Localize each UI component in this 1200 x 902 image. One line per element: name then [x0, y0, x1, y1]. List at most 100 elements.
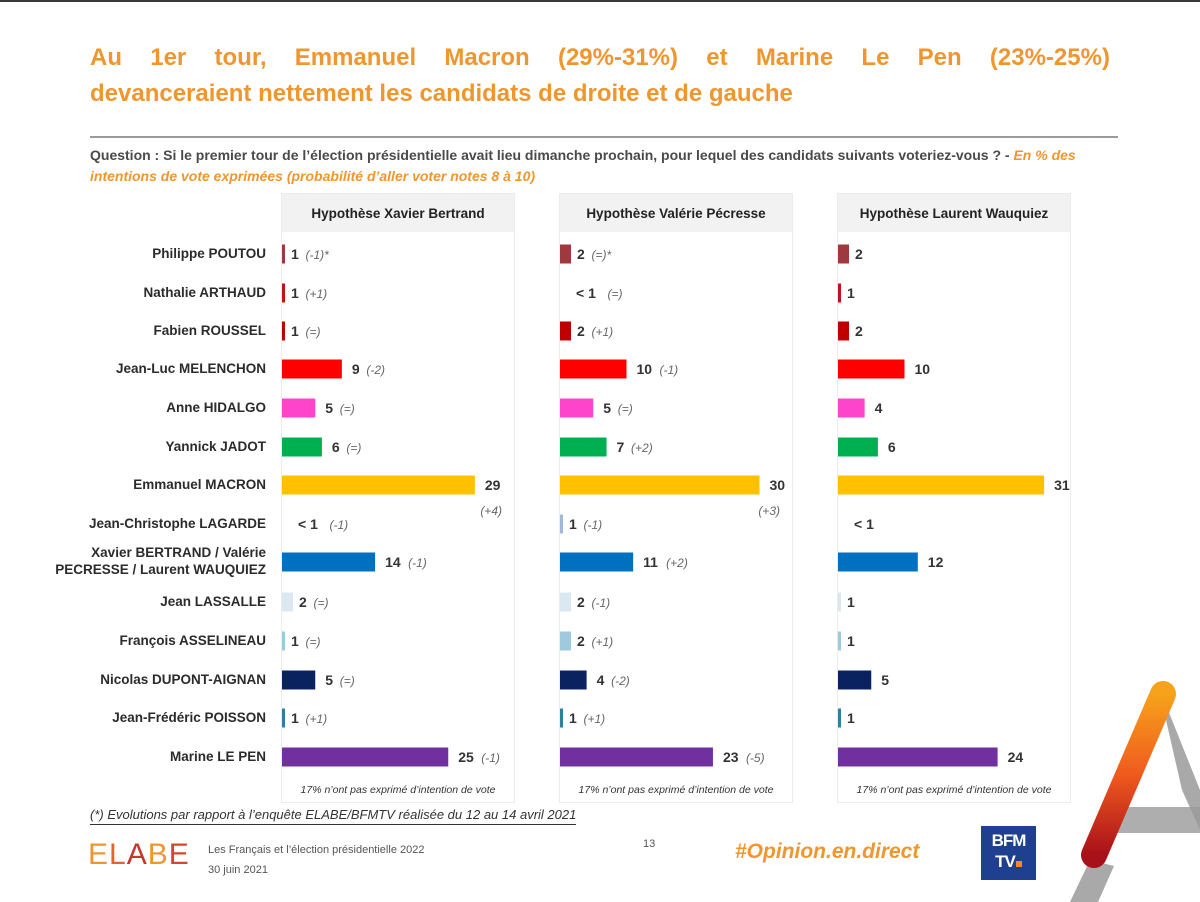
candidate-name: Nathalie ARTHAUD — [143, 285, 266, 300]
change-label: (+1) — [592, 635, 614, 649]
change-label: (-1) — [584, 518, 603, 532]
value-label: 1 — [847, 710, 855, 726]
bar — [560, 631, 571, 651]
bar — [282, 631, 285, 651]
bar — [560, 747, 713, 767]
value-label: 10 — [637, 361, 653, 377]
bar — [838, 631, 841, 651]
elabe-logo: ELABE — [88, 838, 190, 872]
value-label: 1 — [291, 633, 299, 649]
logo-letter: B — [147, 838, 169, 871]
question-subtext: En % des intentions de vote exprimées (p… — [90, 147, 1076, 184]
value-label: 24 — [1008, 749, 1024, 765]
value-label: 5 — [603, 400, 611, 416]
value-label: 5 — [325, 672, 333, 688]
candidate-name: Nicolas DUPONT-AIGNAN — [100, 672, 266, 687]
bar-chart-bertrand: 1 (-1)* 1 (+1) 1 (=) 9 (-2) 5 (=) 6 (=) 29 (+4) < 1 (-1… — [282, 244, 502, 767]
value-label: 4 — [597, 672, 605, 688]
title-word: Au — [90, 44, 122, 71]
top-border — [0, 0, 1200, 2]
value-label: 1 — [569, 710, 577, 726]
bar — [838, 747, 998, 767]
value-label: 2 — [299, 594, 307, 610]
logo-letter: E — [88, 838, 110, 871]
logo-letter: A — [126, 838, 148, 871]
change-label: (=)* — [592, 248, 612, 262]
value-label: 2 — [577, 246, 585, 262]
value-label: 2 — [577, 594, 585, 610]
value-label: 31 — [1054, 477, 1070, 493]
candidate-name: Jean-Luc MELENCHON — [115, 361, 266, 376]
value-label: 1 — [291, 710, 299, 726]
bar — [838, 592, 841, 612]
value-label: 6 — [332, 439, 340, 455]
elabe-a-logo-icon — [1070, 681, 1200, 902]
bar — [838, 321, 849, 341]
bar — [282, 592, 293, 612]
value-label: 2 — [855, 323, 863, 339]
title-line-1: Au 1er tour, Emmanuel Macron (29%-31%) et Marin… — [90, 40, 1110, 76]
bar — [282, 283, 285, 303]
bar — [282, 747, 449, 767]
value-label: 9 — [352, 361, 360, 377]
question-main: Question : Si le premier tour de l’élect… — [90, 147, 1014, 163]
panel-header: Hypothèse Valérie Pécresse — [560, 194, 792, 232]
change-label: (=) — [340, 402, 355, 416]
title-word: (23%-25%) — [989, 44, 1110, 71]
study-date: 30 juin 2021 — [208, 864, 268, 876]
value-label: < 1 — [576, 285, 596, 301]
bar — [838, 708, 841, 728]
bar — [560, 321, 571, 341]
panel-note: 17% n’ont pas exprimé d’intention de vot… — [856, 784, 1052, 796]
bar — [838, 398, 865, 418]
value-label: 29 — [485, 477, 501, 493]
title-word: Macron — [444, 44, 530, 71]
candidate-name: Jean-Frédéric POISSON — [112, 710, 266, 725]
change-label: (+2) — [631, 441, 653, 455]
change-label: (=) — [306, 325, 321, 339]
panel-note: 17% n’ont pas exprimé d’intention de vot… — [300, 784, 496, 796]
logo-letter: L — [109, 838, 127, 871]
panel-header: Hypothèse Xavier Bertrand — [282, 194, 514, 232]
value-label: 30 — [770, 477, 786, 493]
change-label: (+2) — [666, 556, 688, 570]
bar-chart-pecresse: 2 (=)* < 1 (=) 2 (+1) 10 (-1) 5 (=) 7 (+2) 30 (+3) 1 (-… — [560, 244, 786, 767]
change-label: (-1) — [408, 556, 427, 570]
change-label: (+1) — [584, 712, 606, 726]
value-label: 7 — [617, 439, 625, 455]
change-label: (-2) — [611, 674, 630, 688]
title-separator — [90, 136, 1118, 138]
value-label: < 1 — [298, 516, 318, 532]
value-label: 14 — [385, 554, 401, 570]
value-label: 5 — [881, 672, 889, 688]
panel-header: Hypothèse Laurent Wauquiez — [838, 194, 1070, 232]
value-label: 1 — [847, 594, 855, 610]
title-word: 1er — [150, 44, 187, 71]
change-label: (+3) — [758, 504, 780, 518]
title-word: Le — [861, 44, 890, 71]
value-label: 6 — [888, 439, 896, 455]
tv-text: TV — [995, 852, 1016, 871]
value-label: 1 — [291, 323, 299, 339]
value-label: 11 — [643, 554, 658, 570]
bar — [282, 708, 285, 728]
title-word: (29%-31%) — [557, 44, 678, 71]
change-label: (-2) — [366, 363, 385, 377]
change-label: (+1) — [306, 287, 328, 301]
bar — [560, 437, 607, 457]
bar — [282, 670, 316, 690]
value-label: 1 — [291, 246, 299, 262]
value-label: 2 — [855, 246, 863, 262]
title-word: Pen — [917, 44, 962, 71]
title-word: et — [706, 44, 728, 71]
bar — [838, 475, 1045, 495]
bar — [560, 552, 634, 572]
bfm-dot — [1015, 861, 1022, 867]
change-label: (+1) — [592, 325, 614, 339]
value-label: 25 — [458, 749, 474, 765]
title-line-2: devanceraient nettement les candidats de… — [90, 80, 793, 107]
candidate-name: Philippe POUTOU — [152, 246, 266, 261]
change-label: (=) — [618, 402, 633, 416]
bar — [838, 552, 918, 572]
